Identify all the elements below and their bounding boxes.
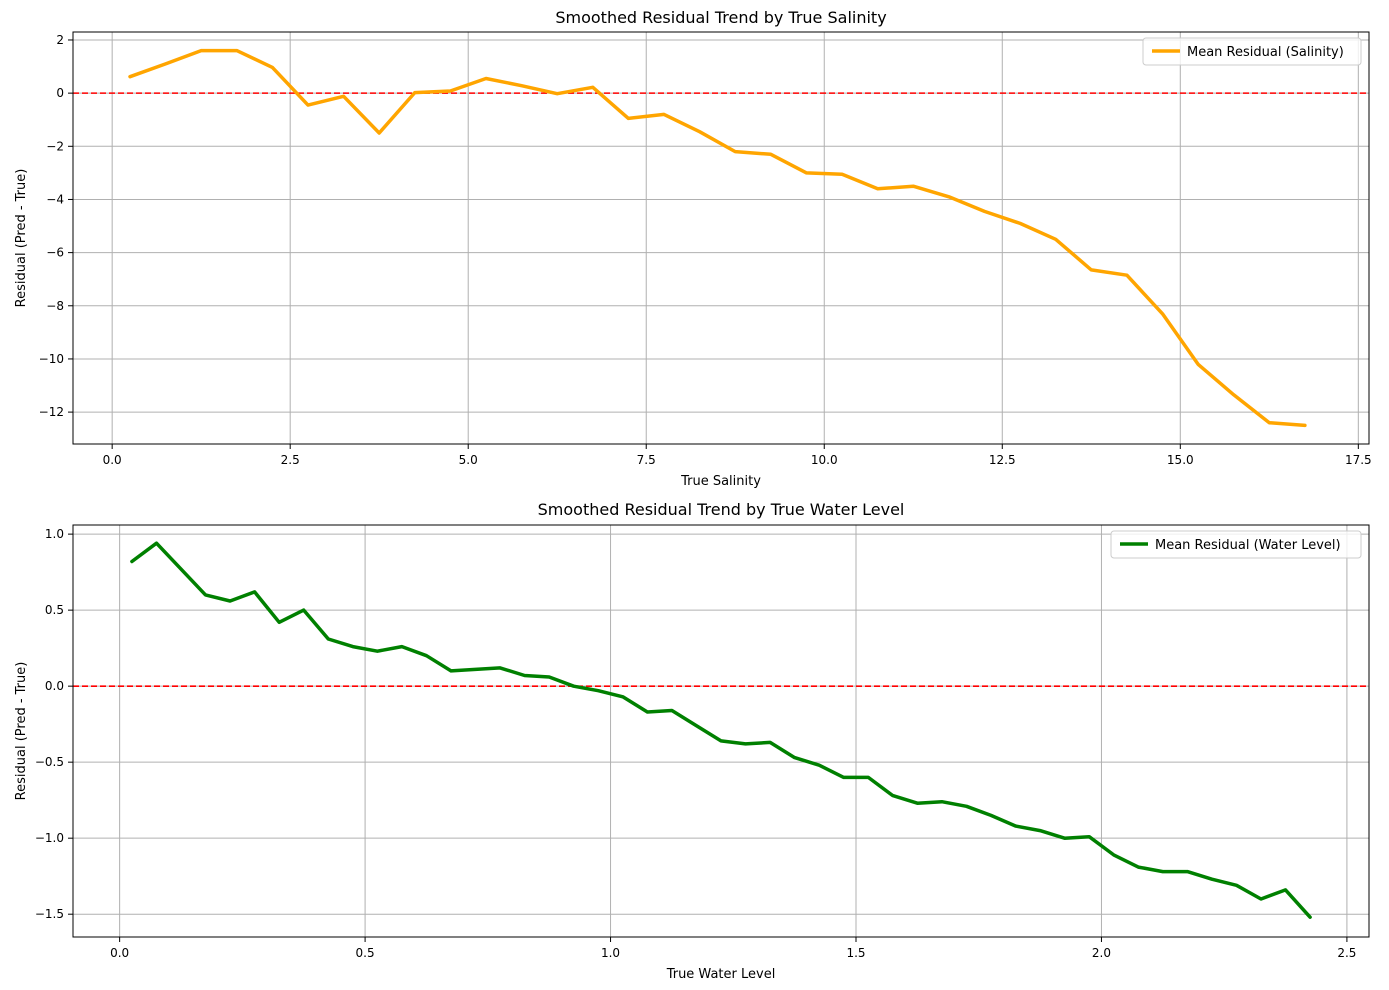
x-tick-label: 2.5	[281, 453, 300, 467]
x-axis-label: True Water Level	[666, 967, 776, 982]
y-tick-label: 0	[56, 86, 64, 100]
x-tick-label: 5.0	[459, 453, 478, 467]
y-tick-label: −10	[39, 352, 64, 366]
legend-box	[1110, 530, 1362, 559]
x-tick-label: 15.0	[1167, 453, 1194, 467]
y-tick-label: −2	[46, 139, 64, 153]
series-line-water-level	[130, 541, 1312, 919]
y-tick-label: −1.5	[35, 907, 64, 921]
chart-title: Smoothed Residual Trend by True Salinity	[555, 8, 886, 27]
y-tick-label: −0.5	[35, 755, 64, 769]
legend-box	[1142, 37, 1362, 66]
chart-title: Smoothed Residual Trend by True Water Le…	[538, 500, 905, 519]
y-tick-label: 2	[56, 33, 64, 47]
y-tick-label: 0.0	[45, 679, 64, 693]
x-tick-label: 1.0	[601, 946, 620, 960]
y-tick-label: −12	[39, 405, 64, 419]
legend-entry-label: Mean Residual (Water Level)	[1155, 538, 1341, 553]
x-tick-label: 17.5	[1345, 453, 1372, 467]
y-axis-label: Residual (Pred - True)	[14, 662, 29, 801]
x-tick-label: 0.5	[356, 946, 375, 960]
y-tick-label: 0.5	[45, 603, 64, 617]
x-axis-label: True Salinity	[680, 474, 761, 489]
x-tick-label: 0.0	[103, 453, 122, 467]
y-tick-label: −1.0	[35, 831, 64, 845]
x-tick-label: 10.0	[811, 453, 838, 467]
x-tick-label: 7.5	[637, 453, 656, 467]
y-tick-label: −4	[46, 192, 64, 206]
y-tick-label: −8	[46, 299, 64, 313]
plot-frame	[72, 31, 1370, 445]
salinity-chart: Smoothed Residual Trend by True Salinity…	[14, 8, 1372, 489]
x-tick-label: 12.5	[989, 453, 1016, 467]
x-tick-label: 2.0	[1092, 946, 1111, 960]
y-axis-label: Residual (Pred - True)	[14, 169, 29, 308]
plot-frame	[72, 524, 1370, 938]
y-tick-label: −6	[46, 246, 64, 260]
water-level-chart: Smoothed Residual Trend by True Water Le…	[14, 500, 1370, 982]
series-line-salinity	[128, 48, 1307, 428]
y-tick-label: 1.0	[45, 527, 64, 541]
legend-entry-label: Mean Residual (Salinity)	[1187, 45, 1344, 60]
x-tick-label: 2.5	[1337, 946, 1356, 960]
x-tick-label: 0.0	[110, 946, 129, 960]
x-tick-label: 1.5	[846, 946, 865, 960]
